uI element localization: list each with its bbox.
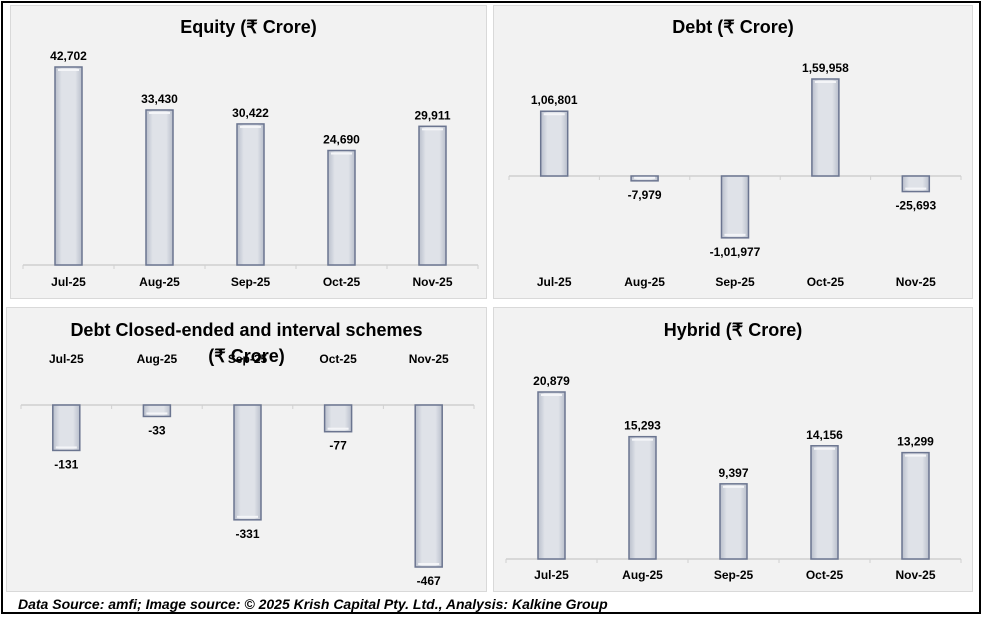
equity-data-label: 29,911 (414, 108, 450, 122)
debt-data-label: 1,06,801 (531, 93, 578, 107)
hybrid-data-label: 9,397 (718, 466, 748, 480)
hybrid-bar-highlight (541, 394, 562, 396)
source-footer: Data Source: amfi; Image source: © 2025 … (18, 596, 608, 612)
debt-category-label: Jul-25 (537, 275, 572, 289)
debt-bar-sep-25 (720, 175, 750, 239)
equity-chart-title: Equity (₹ Crore) (180, 17, 317, 37)
equity-data-label: 30,422 (232, 106, 269, 120)
debt-bar-oct-25 (811, 78, 840, 177)
debt-category-label: Aug-25 (624, 275, 665, 289)
hybrid-chart-title: Hybrid (₹ Crore) (663, 320, 803, 340)
hybrid-bar-sep-25 (719, 483, 748, 560)
hybrid-data-label: 15,293 (624, 419, 661, 433)
equity-category-label: Nov-25 (412, 275, 452, 289)
debt-closed-ended-bar-sep-25 (233, 404, 262, 521)
equity-category-label: Jul-25 (51, 275, 86, 289)
equity-bar-aug-25 (145, 109, 174, 266)
debt-data-label: -7,979 (628, 188, 662, 202)
debt-closed-ended-bar-highlight (55, 446, 77, 449)
debt-closed-ended-data-label: -467 (417, 574, 441, 588)
debt-closed-ended-category-label: Nov-25 (409, 352, 449, 366)
hybrid-category-label: Sep-25 (714, 568, 754, 582)
debt-closed-ended-category-label: Jul-25 (49, 352, 84, 366)
debt-closed-ended-bar-highlight (146, 412, 168, 415)
hybrid-category-label: Nov-25 (895, 568, 935, 582)
hybrid-bar-aug-25 (628, 435, 657, 560)
hybrid-bar-nov-25 (901, 451, 930, 560)
debt-closed-ended-data-label: -77 (329, 439, 347, 453)
debt-bar-highlight (905, 187, 927, 190)
debt-bar-highlight (543, 113, 565, 116)
debt-closed-ended-bar-nov-25 (414, 404, 443, 568)
equity-chart-panel: Equity (₹ Crore) 42,702 Jul-25 33,430 Aug-2… (10, 5, 487, 299)
equity-category-label: Aug-25 (139, 275, 180, 289)
hybrid-bar-highlight (814, 447, 835, 450)
debt-bar-highlight (634, 176, 656, 179)
debt-category-label: Nov-25 (896, 275, 936, 289)
equity-bar-jul-25 (54, 66, 83, 266)
equity-bar-highlight (422, 128, 443, 131)
hybrid-bar-highlight (905, 454, 926, 457)
debt-closed-ended-category-label: Oct-25 (319, 352, 357, 366)
equity-chart-svg: 42,702 Jul-25 33,430 Aug-25 30,422 Sep-25 24,6… (22, 49, 479, 289)
debt-category-label: Oct-25 (807, 275, 845, 289)
equity-category-label: Sep-25 (231, 275, 271, 289)
debt-chart-svg: 1,06,801 Jul-25 -7,979 Aug-25 -1,01,977 Sep-2… (508, 61, 962, 289)
debt-closed-ended-data-label: -331 (235, 527, 259, 541)
debt-data-label: -1,01,977 (710, 245, 761, 259)
hybrid-category-label: Aug-25 (622, 568, 663, 582)
equity-bar-highlight (58, 69, 79, 71)
debt-closed-ended-bar-oct-25 (323, 404, 353, 433)
debt-closed-ended-chart-panel: Debt Closed-ended and interval schemes (… (6, 307, 487, 592)
equity-bar-nov-25 (418, 125, 447, 266)
hybrid-category-label: Jul-25 (534, 568, 569, 582)
debt-closed-ended-data-label: -33 (148, 423, 166, 437)
hybrid-bar-oct-25 (810, 445, 839, 560)
debt-closed-ended-chart-title: Debt Closed-ended and interval schemes (70, 320, 423, 340)
debt-bar-highlight (724, 233, 746, 236)
debt-chart-panel: Debt (₹ Crore) 1,06,801 Jul-25 -7,979 Aug-2… (493, 5, 973, 299)
hybrid-bar-highlight (723, 485, 744, 488)
equity-data-label: 33,430 (141, 92, 178, 106)
equity-bar-oct-25 (327, 149, 356, 266)
debt-bar-highlight (814, 81, 836, 83)
equity-data-label: 24,690 (323, 133, 360, 147)
debt-data-label: 1,59,958 (802, 61, 849, 75)
debt-closed-ended-chart-svg: -131 Jul-25 -33 Aug-25 -331 Sep-25 -77 Oct-25 -4… (20, 352, 475, 588)
hybrid-category-label: Oct-25 (806, 568, 844, 582)
equity-bar-highlight (331, 152, 352, 155)
debt-closed-ended-bar-jul-25 (52, 404, 81, 452)
hybrid-bar-highlight (632, 438, 653, 441)
debt-closed-ended-bar-highlight (327, 427, 349, 430)
equity-bar-sep-25 (236, 123, 265, 266)
equity-data-label: 42,702 (50, 49, 87, 63)
debt-data-label: -25,693 (895, 199, 936, 213)
debt-closed-ended-data-label: -131 (54, 457, 78, 471)
debt-closed-ended-bar-highlight (237, 515, 258, 518)
hybrid-chart-panel: Hybrid (₹ Crore) 20,879 Jul-25 15,293 Aug-2… (493, 307, 973, 592)
hybrid-bar-jul-25 (537, 391, 566, 560)
debt-closed-ended-category-label: Aug-25 (137, 352, 178, 366)
hybrid-data-label: 20,879 (533, 374, 570, 388)
hybrid-chart-svg: 20,879 Jul-25 15,293 Aug-25 9,397 Sep-25 14,15… (505, 374, 962, 582)
debt-closed-ended-bar-highlight (418, 563, 440, 565)
debt-closed-ended-bar-aug-25 (142, 404, 172, 418)
equity-bar-highlight (240, 125, 261, 128)
debt-chart-title: Debt (₹ Crore) (672, 17, 794, 37)
hybrid-data-label: 14,156 (806, 428, 843, 442)
equity-category-label: Oct-25 (323, 275, 361, 289)
equity-bar-highlight (149, 111, 170, 114)
hybrid-data-label: 13,299 (897, 435, 934, 449)
debt-bar-jul-25 (539, 110, 569, 177)
debt-closed-ended-chart-title-line2: (₹ Crore) (208, 346, 285, 366)
debt-category-label: Sep-25 (715, 275, 755, 289)
debt-closed-ended-category-label: Sep-25 (228, 352, 268, 366)
